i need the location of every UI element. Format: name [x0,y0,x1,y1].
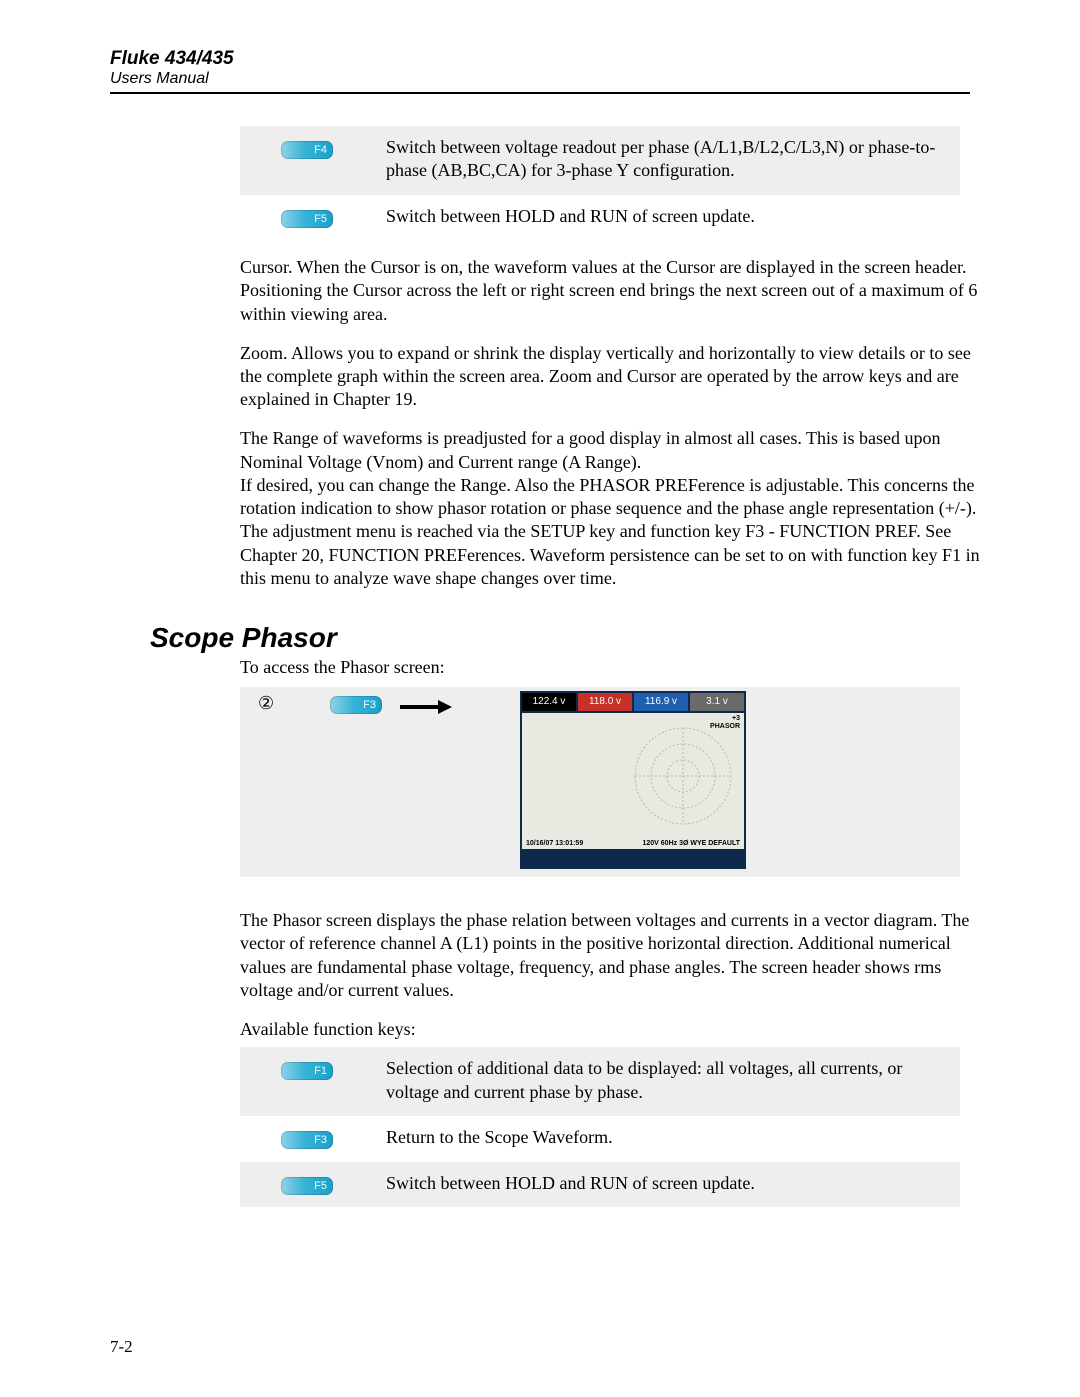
function-key-cell: F3 [240,1116,374,1161]
arrow-icon [400,699,456,717]
phasor-top-cell: 118.0 v [578,693,632,711]
body-text: Cursor. When the Cursor is on, the wavef… [240,256,980,590]
function-key-row: F1 Selection of additional data to be dis… [240,1047,960,1116]
doc-subtitle: Users Manual [110,70,970,88]
phasor-screenshot: 122.4 v118.0 v116.9 v3.1 v +3PHASOR 10/1… [520,691,746,869]
function-key-cell: F4 [240,126,374,195]
function-key-desc: Selection of additional data to be displ… [374,1047,960,1116]
function-key-cell: F5 [240,195,374,240]
phasor-status-right: 120V 60Hz 3Ø WYE DEFAULT [642,840,740,847]
function-key-table-top: F4 Switch between voltage readout per pha… [240,126,960,240]
function-key-row: F5 Switch between HOLD and RUN of screen … [240,195,960,240]
function-key-desc: Switch between voltage readout per phase… [374,126,960,195]
phasor-diagram [628,721,738,831]
function-key-cell: F5 [240,1162,374,1207]
step-fkey: F3 [330,695,382,714]
phasor-status-bar: 10/16/07 13:01:59 120V 60Hz 3Ø WYE DEFAU… [526,840,740,847]
function-key-row: F5 Switch between HOLD and RUN of screen … [240,1162,960,1207]
section-title-scope-phasor: Scope Phasor [150,622,970,654]
function-key-desc: Return to the Scope Waveform. [374,1116,960,1161]
phasor-top-cell: 116.9 v [634,693,688,711]
function-key-desc: Switch between HOLD and RUN of screen up… [374,195,960,240]
function-key-row: F4 Switch between voltage readout per pha… [240,126,960,195]
phasor-main-area: +3PHASOR 10/16/07 13:01:59 120V 60Hz 3Ø … [522,713,744,849]
phasor-status-left: 10/16/07 13:01:59 [526,840,583,847]
phasor-access-row: ② F3 122.4 v118.0 v116.9 v3.1 v +3PHASOR [240,687,960,877]
page-number: 7-2 [110,1337,133,1357]
range-paragraph: The Range of waveforms is preadjusted fo… [240,427,980,590]
fkey-badge: F5 [281,1177,333,1195]
available-keys-line: Available function keys: [240,1018,980,1041]
phasor-softkey-bar [522,851,744,867]
fkey-badge: F5 [281,210,333,228]
step-number-icon: ② [258,693,274,714]
function-key-row: F3 Return to the Scope Waveform. [240,1116,960,1161]
fkey-badge: F1 [281,1062,333,1080]
phasor-description: The Phasor screen displays the phase rel… [240,909,980,1041]
phasor-desc-paragraph: The Phasor screen displays the phase rel… [240,909,980,1002]
function-key-table-bottom: F1 Selection of additional data to be dis… [240,1047,960,1207]
function-key-cell: F1 [240,1047,374,1116]
phasor-top-readouts: 122.4 v118.0 v116.9 v3.1 v [522,693,744,711]
fkey-badge: F4 [281,141,333,159]
fkey-badge: F3 [330,696,382,714]
phasor-top-cell: 3.1 v [690,693,744,711]
phasor-top-cell: 122.4 v [522,693,576,711]
zoom-paragraph: Zoom. Allows you to expand or shrink the… [240,342,980,412]
cursor-paragraph: Cursor. When the Cursor is on, the wavef… [240,256,980,326]
page: Fluke 434/435 Users Manual F4 Switch betw… [0,0,1080,1397]
fkey-badge: F3 [281,1131,333,1149]
access-line: To access the Phasor screen: [240,656,980,679]
arrow-shape [400,702,456,712]
page-header: Fluke 434/435 Users Manual [110,48,970,94]
product-title: Fluke 434/435 [110,48,970,70]
function-key-desc: Switch between HOLD and RUN of screen up… [374,1162,960,1207]
